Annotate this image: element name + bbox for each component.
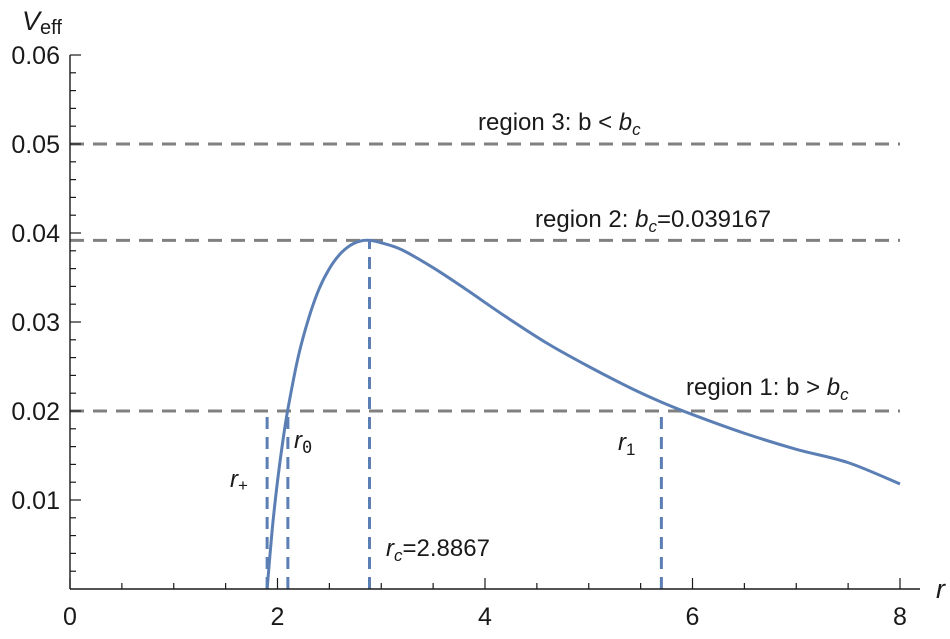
veff-curve	[265, 238, 901, 590]
x-tick-label: 6	[686, 603, 700, 631]
series-group	[265, 238, 901, 590]
r-one-label: r1	[618, 429, 635, 459]
y-tick-label: 0.01	[11, 487, 60, 515]
r-zero-label: r0	[294, 427, 312, 458]
reference-lines	[70, 142, 900, 413]
y-axis-label: Veff	[22, 6, 62, 39]
r-c-label: rc=2.8867	[386, 535, 490, 565]
region1-label: region 1: b > bc	[686, 374, 849, 404]
x-axis-label: r	[936, 574, 946, 604]
y-tick-label: 0.02	[11, 398, 60, 426]
x-tick-label: 8	[893, 603, 907, 631]
y-tick-label: 0.05	[11, 131, 60, 159]
x-tick-label: 0	[63, 603, 77, 631]
x-ticks: 0 2 4 6 8	[63, 578, 907, 631]
x-tick-label: 2	[271, 603, 285, 631]
drop-lines	[265, 240, 663, 589]
r-plus-label: r+	[230, 466, 248, 495]
y-tick-label: 0.03	[11, 309, 60, 337]
axes: 0 2 4 6 8 0.01 0.02 0.03 0.04 0.05 0.06	[11, 42, 920, 631]
region2-label: region 2: bc=0.039167	[535, 206, 771, 236]
y-tick-label: 0.06	[11, 42, 60, 70]
y-ticks: 0.01 0.02 0.03 0.04 0.05 0.06	[11, 42, 81, 572]
region3-label: region 3: b < bc	[478, 109, 641, 139]
y-tick-label: 0.04	[11, 220, 60, 248]
x-tick-label: 4	[478, 603, 492, 631]
